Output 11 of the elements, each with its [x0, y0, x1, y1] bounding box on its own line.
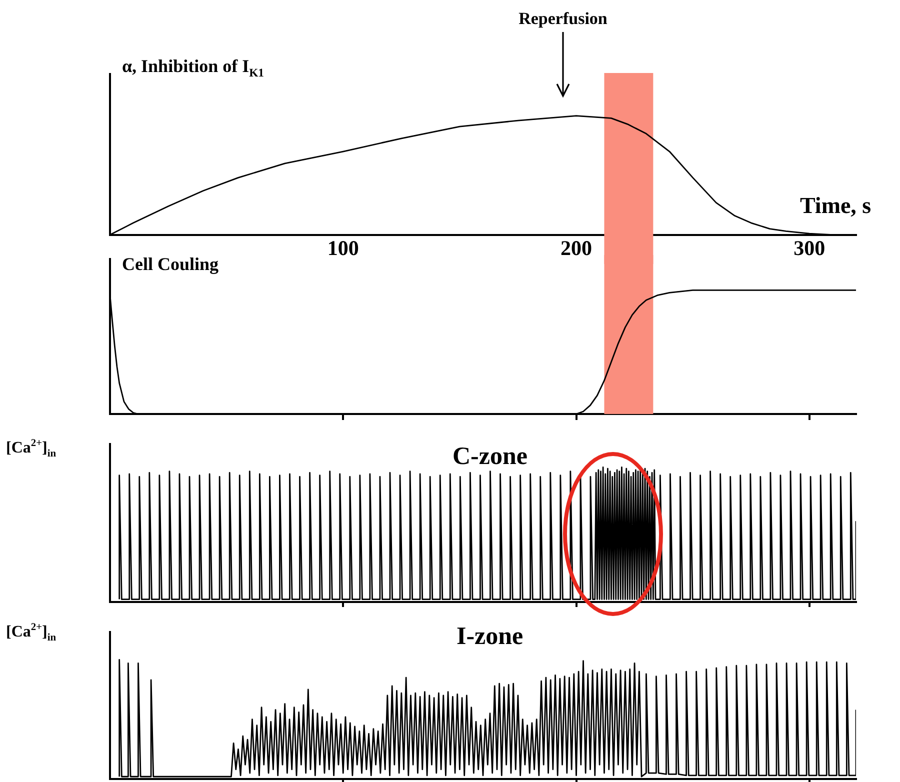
x-axis-title: Time, s: [800, 193, 872, 218]
x-tick-label: 200: [560, 236, 592, 260]
x-tick-label: 100: [327, 236, 359, 260]
y-axis-title: [Ca$^{2+}$]$_{in}$: [6, 622, 56, 644]
x-tick-label: 300: [794, 236, 826, 260]
text: Reperfusion: [518, 9, 608, 28]
y-axis-title: Cell Couling: [122, 254, 219, 275]
chart-title: C-zone: [452, 443, 528, 470]
chart-title: I-zone: [456, 623, 524, 650]
y-axis-title: [Ca$^{2+}$]$_{in}$: [6, 438, 56, 460]
y-axis-title: α, Inhibition of I$_{K1}$: [122, 56, 264, 80]
